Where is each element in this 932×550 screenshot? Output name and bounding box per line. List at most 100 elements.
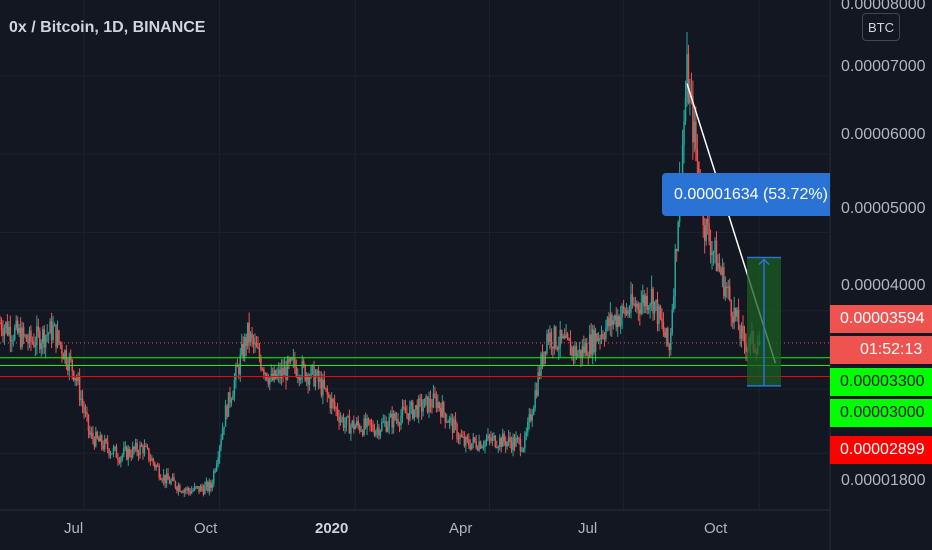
candle-body [659, 306, 662, 319]
candle-body [260, 358, 262, 369]
candle-body [437, 402, 439, 408]
candle-body [120, 457, 122, 463]
candle-body [16, 320, 19, 334]
candle-body [350, 425, 352, 434]
candle-body [305, 374, 308, 381]
candle-body [550, 332, 553, 347]
candle-body [283, 367, 286, 376]
candle-body [286, 358, 289, 380]
candle-body [243, 337, 246, 358]
candle-body [655, 299, 657, 302]
candle-body [416, 405, 418, 418]
candle-body [36, 326, 38, 346]
candle-body [174, 481, 177, 488]
candle-body [196, 486, 199, 488]
candle-body [52, 326, 54, 341]
candle-body [370, 424, 373, 426]
candle-body [497, 446, 500, 448]
candle-body [137, 452, 140, 456]
candle-body [102, 445, 104, 450]
candle-body [478, 441, 480, 451]
candle-body [466, 437, 469, 440]
candle-body [89, 430, 91, 436]
candle-body [555, 326, 557, 348]
currency-button[interactable]: BTC [862, 13, 900, 41]
candle-body [413, 409, 416, 419]
x-tick-label: Apr [449, 520, 473, 537]
candle-body [506, 441, 508, 447]
candle-body [322, 379, 324, 396]
candle-body [361, 430, 364, 435]
candle-body [44, 335, 47, 348]
candle-body [131, 446, 134, 458]
candle-body [232, 395, 234, 400]
candle-body [724, 286, 727, 297]
candle-body [677, 221, 679, 251]
candle-body [524, 436, 526, 449]
candle-body [445, 421, 448, 423]
candle-body [600, 333, 603, 340]
candle-body [348, 416, 351, 434]
candle-body [414, 405, 417, 410]
candle-body [578, 349, 581, 354]
candle-body [118, 460, 121, 463]
candle-body [37, 326, 40, 332]
candle-body [177, 485, 180, 491]
candle-body [658, 306, 660, 325]
candle-body [664, 331, 666, 338]
candle-body [718, 262, 721, 269]
candle-body [215, 463, 218, 471]
candle-body [273, 370, 275, 381]
candle-body [652, 288, 654, 314]
candle-body [9, 326, 12, 342]
candle-body [126, 446, 128, 460]
candle-body [180, 491, 183, 493]
candle-body [342, 417, 345, 428]
candle-body [628, 312, 631, 314]
candle-body [639, 309, 641, 314]
candle-body [358, 425, 361, 431]
candle-body [145, 445, 147, 447]
candle-body [516, 437, 519, 439]
candle-body [412, 401, 414, 419]
candle-body [19, 328, 22, 348]
candle-body [98, 438, 100, 442]
candle-body [571, 347, 573, 356]
candle-body [553, 326, 556, 349]
candle-body [606, 317, 609, 328]
candle-body [345, 416, 348, 425]
candle-body [329, 397, 331, 409]
candle-body [599, 337, 601, 340]
candle-body [207, 482, 209, 491]
candle-body [602, 333, 604, 338]
candle-body [218, 446, 221, 458]
candle-body [210, 482, 212, 489]
candle-body [537, 372, 539, 396]
candle-body [696, 148, 699, 162]
candle-body [706, 219, 709, 225]
candle-body [656, 299, 659, 325]
candle-body [593, 329, 595, 352]
candle-body [429, 398, 432, 407]
candle-body [563, 336, 566, 339]
candle-body [127, 449, 130, 460]
candle-body [729, 286, 731, 301]
candle-body [499, 437, 501, 447]
candle-body [504, 441, 507, 447]
candle-body [581, 346, 584, 359]
candle-body [720, 268, 722, 275]
candle-body [328, 394, 330, 398]
candle-body [608, 317, 610, 327]
candle-body [223, 426, 225, 430]
candle-body [186, 488, 188, 490]
candle-body [529, 414, 532, 421]
candle-body [615, 315, 617, 328]
candle-body [114, 446, 116, 448]
candle-body [142, 446, 144, 454]
candle-body [13, 327, 16, 340]
candle-body [326, 388, 329, 395]
measure-label[interactable]: 0.00001634 (53.72%) 1 [662, 173, 830, 216]
candle-body [148, 448, 150, 461]
candle-body [187, 488, 190, 492]
